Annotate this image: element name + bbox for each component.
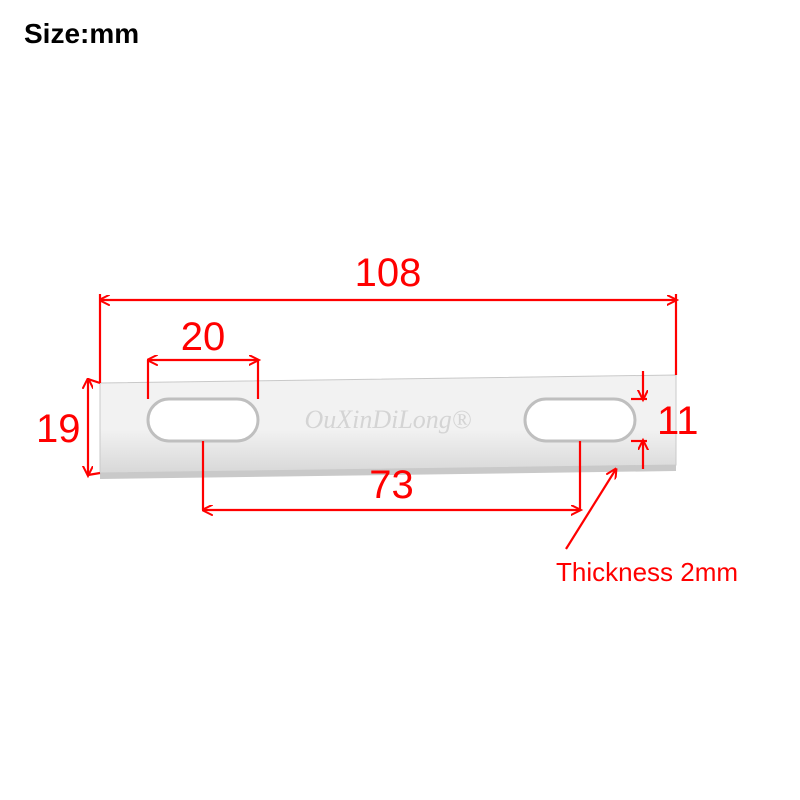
diagram-canvas: OuXinDiLong® 108 20 19 73 11 Thickness 2mm [0, 0, 800, 800]
dim-center: 73 [369, 463, 414, 507]
dim-height: 19 [36, 407, 81, 451]
dim-length: 108 [355, 251, 422, 295]
size-unit-label: Size:mm [24, 18, 139, 50]
dim-slot-height: 11 [657, 399, 699, 443]
watermark-text: OuXinDiLong® [304, 405, 471, 434]
mounting-slot [525, 399, 635, 441]
mounting-slot [148, 399, 258, 441]
dim-slot-length: 20 [181, 315, 226, 359]
dim-thickness: Thickness 2mm [556, 557, 738, 587]
